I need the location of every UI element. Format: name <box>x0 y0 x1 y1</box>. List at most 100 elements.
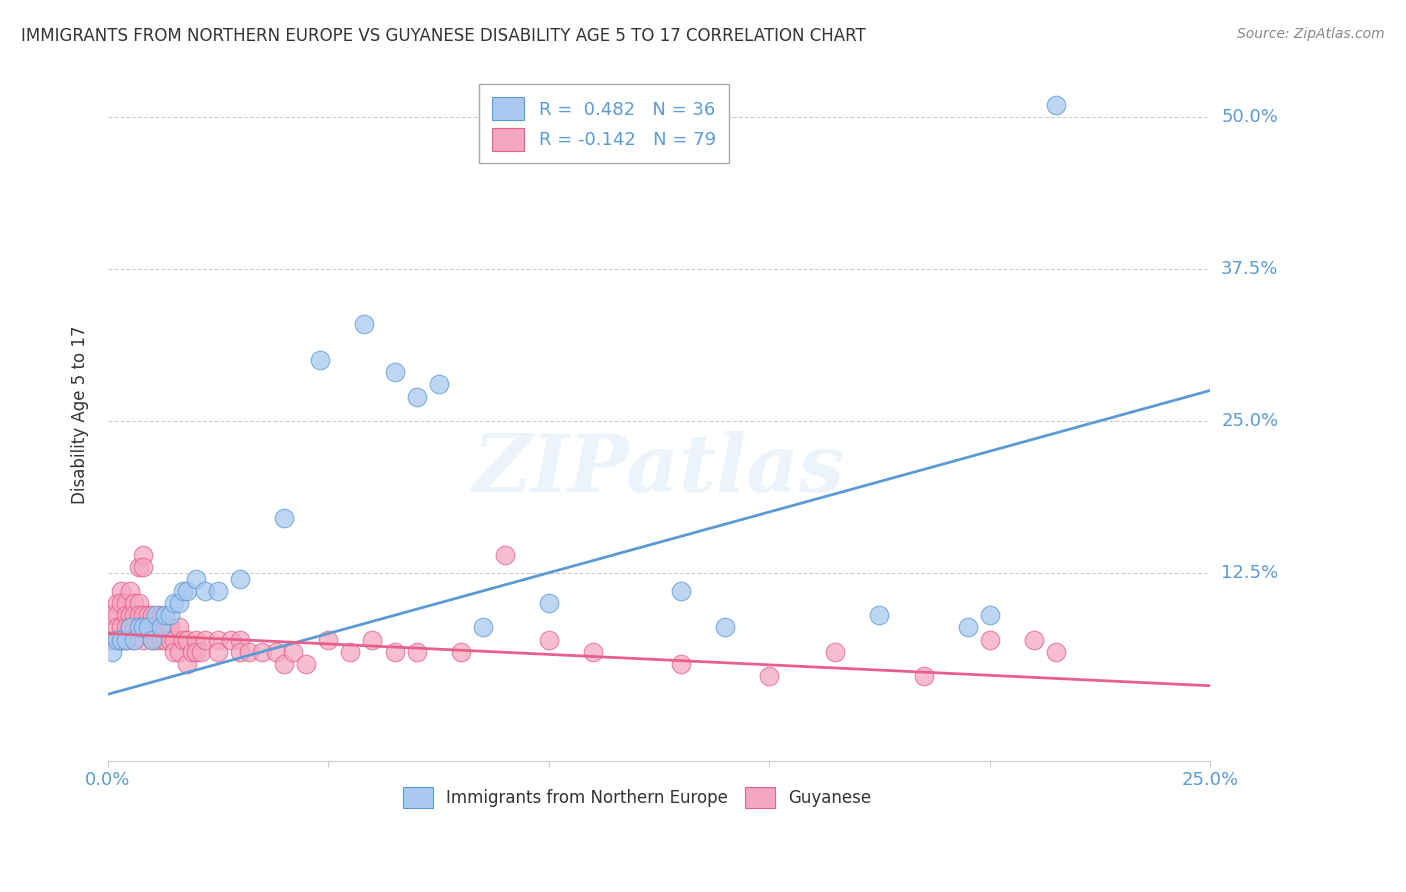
Point <box>384 645 406 659</box>
Point <box>1045 98 1067 112</box>
Point <box>339 645 361 659</box>
Point <box>141 620 163 634</box>
Point <box>118 620 141 634</box>
Point <box>132 632 155 647</box>
Y-axis label: Disability Age 5 to 17: Disability Age 5 to 17 <box>72 326 89 504</box>
Point <box>167 620 190 634</box>
Point <box>105 596 128 610</box>
Point <box>149 620 172 634</box>
Point <box>176 657 198 671</box>
Point <box>159 620 181 634</box>
Point <box>172 584 194 599</box>
Point <box>110 584 132 599</box>
Point <box>114 620 136 634</box>
Point <box>450 645 472 659</box>
Point <box>207 584 229 599</box>
Point <box>128 620 150 634</box>
Point <box>128 608 150 623</box>
Point <box>956 620 979 634</box>
Point <box>132 559 155 574</box>
Point <box>128 620 150 634</box>
Point <box>714 620 737 634</box>
Point <box>669 657 692 671</box>
Point <box>186 645 208 659</box>
Point <box>101 608 124 623</box>
Text: Source: ZipAtlas.com: Source: ZipAtlas.com <box>1237 27 1385 41</box>
Text: 12.5%: 12.5% <box>1222 564 1278 582</box>
Point <box>163 596 186 610</box>
Point <box>273 657 295 671</box>
Point <box>124 596 146 610</box>
Point <box>114 632 136 647</box>
Point <box>308 353 330 368</box>
Point <box>207 632 229 647</box>
Point <box>114 632 136 647</box>
Point <box>124 620 146 634</box>
Point <box>101 645 124 659</box>
Point <box>180 645 202 659</box>
Point <box>405 645 427 659</box>
Point <box>145 632 167 647</box>
Point <box>105 632 128 647</box>
Point <box>105 608 128 623</box>
Point <box>353 317 375 331</box>
Point <box>824 645 846 659</box>
Point <box>221 632 243 647</box>
Point <box>101 632 124 647</box>
Legend: Immigrants from Northern Europe, Guyanese: Immigrants from Northern Europe, Guyanes… <box>396 780 877 815</box>
Point <box>758 669 780 683</box>
Point <box>110 596 132 610</box>
Point <box>141 632 163 647</box>
Point <box>145 608 167 623</box>
Point <box>132 620 155 634</box>
Point <box>1045 645 1067 659</box>
Text: IMMIGRANTS FROM NORTHERN EUROPE VS GUYANESE DISABILITY AGE 5 TO 17 CORRELATION C: IMMIGRANTS FROM NORTHERN EUROPE VS GUYAN… <box>21 27 866 45</box>
Point <box>979 608 1001 623</box>
Text: ZIPatlas: ZIPatlas <box>472 432 845 509</box>
Point <box>194 632 217 647</box>
Text: 37.5%: 37.5% <box>1222 260 1278 278</box>
Point <box>186 572 208 586</box>
Point <box>141 608 163 623</box>
Point <box>124 632 146 647</box>
Point <box>124 608 146 623</box>
Point <box>136 608 159 623</box>
Point <box>264 645 287 659</box>
Point <box>281 645 304 659</box>
Point <box>128 596 150 610</box>
Point <box>427 377 450 392</box>
Text: 50.0%: 50.0% <box>1222 108 1278 126</box>
Point <box>118 620 141 634</box>
Point <box>118 608 141 623</box>
Point <box>136 620 159 634</box>
Point <box>912 669 935 683</box>
Point <box>124 632 146 647</box>
Point <box>176 584 198 599</box>
Point <box>141 632 163 647</box>
Point <box>537 596 560 610</box>
Point <box>176 632 198 647</box>
Point <box>273 511 295 525</box>
Point <box>229 572 252 586</box>
Point <box>868 608 890 623</box>
Point <box>207 645 229 659</box>
Point <box>163 645 186 659</box>
Point <box>295 657 318 671</box>
Point <box>167 645 190 659</box>
Point <box>669 584 692 599</box>
Point <box>252 645 274 659</box>
Point <box>132 608 155 623</box>
Point <box>318 632 340 647</box>
Point <box>110 632 132 647</box>
Point <box>238 645 260 659</box>
Point <box>190 645 212 659</box>
Point <box>186 632 208 647</box>
Point <box>582 645 605 659</box>
Point <box>118 584 141 599</box>
Point <box>128 559 150 574</box>
Point <box>110 620 132 634</box>
Point <box>110 632 132 647</box>
Point <box>136 620 159 634</box>
Point <box>471 620 494 634</box>
Point <box>405 390 427 404</box>
